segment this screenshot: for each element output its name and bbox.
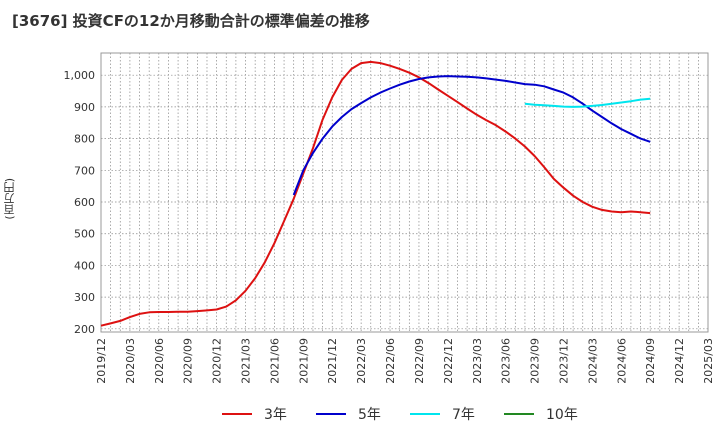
y-tick-label: 600 <box>74 196 95 209</box>
legend-label: 10年 <box>546 407 578 423</box>
series-line <box>100 60 651 327</box>
x-tick-label: 2023/06 <box>500 338 513 384</box>
legend-label: 3年 <box>264 407 287 423</box>
x-tick-label: 2024/09 <box>644 338 657 384</box>
x-tick-label: 2019/12 <box>95 338 108 384</box>
y-tick-label: 200 <box>74 323 95 336</box>
legend-label: 5年 <box>358 407 381 423</box>
x-tick-label: 2025/03 <box>702 338 715 384</box>
y-tick-label: 700 <box>74 164 95 177</box>
y-axis-ticks: 200 300 400 500 600 700 800 900 1,000 <box>64 69 96 336</box>
y-tick-label: 1,000 <box>64 69 96 82</box>
y-tick-label: 300 <box>74 291 95 304</box>
legend-label: 7年 <box>452 407 475 423</box>
y-tick-label: 500 <box>74 228 95 241</box>
series-line <box>292 75 651 196</box>
x-tick-label: 2021/06 <box>268 338 281 384</box>
y-tick-label: 800 <box>74 133 95 146</box>
series-line <box>524 97 651 108</box>
x-tick-label: 2022/09 <box>413 338 426 384</box>
chart-title: [3676] 投資CFの12か月移動合計の標準偏差の推移 <box>12 12 370 30</box>
x-tick-label: 2023/03 <box>471 338 484 384</box>
x-tick-label: 2024/03 <box>586 338 599 384</box>
grid-lines <box>100 53 709 332</box>
legend: 3年 5年 7年 10年 <box>222 407 578 423</box>
x-tick-label: 2021/12 <box>326 338 339 384</box>
y-tick-label: 900 <box>74 101 95 114</box>
x-tick-label: 2021/09 <box>297 338 310 384</box>
x-tick-label: 2024/12 <box>673 338 686 384</box>
x-tick-label: 2021/03 <box>240 338 253 384</box>
x-tick-label: 2023/12 <box>557 338 570 384</box>
x-tick-label: 2020/12 <box>211 338 224 384</box>
plot-area <box>100 52 709 333</box>
series-lines <box>100 60 651 327</box>
x-tick-label: 2022/06 <box>384 338 397 384</box>
x-tick-label: 2020/06 <box>153 338 166 384</box>
x-tick-label: 2020/03 <box>124 338 137 384</box>
x-tick-label: 2023/09 <box>529 338 542 384</box>
x-tick-label: 2020/09 <box>182 338 195 384</box>
x-axis-ticks: 2019/12 2020/03 2020/06 2020/09 2020/12 2021/… <box>95 338 715 384</box>
x-tick-label: 2022/12 <box>442 338 455 384</box>
y-tick-label: 400 <box>74 259 95 272</box>
x-tick-label: 2022/03 <box>355 338 368 384</box>
x-tick-label: 2024/06 <box>615 338 628 384</box>
